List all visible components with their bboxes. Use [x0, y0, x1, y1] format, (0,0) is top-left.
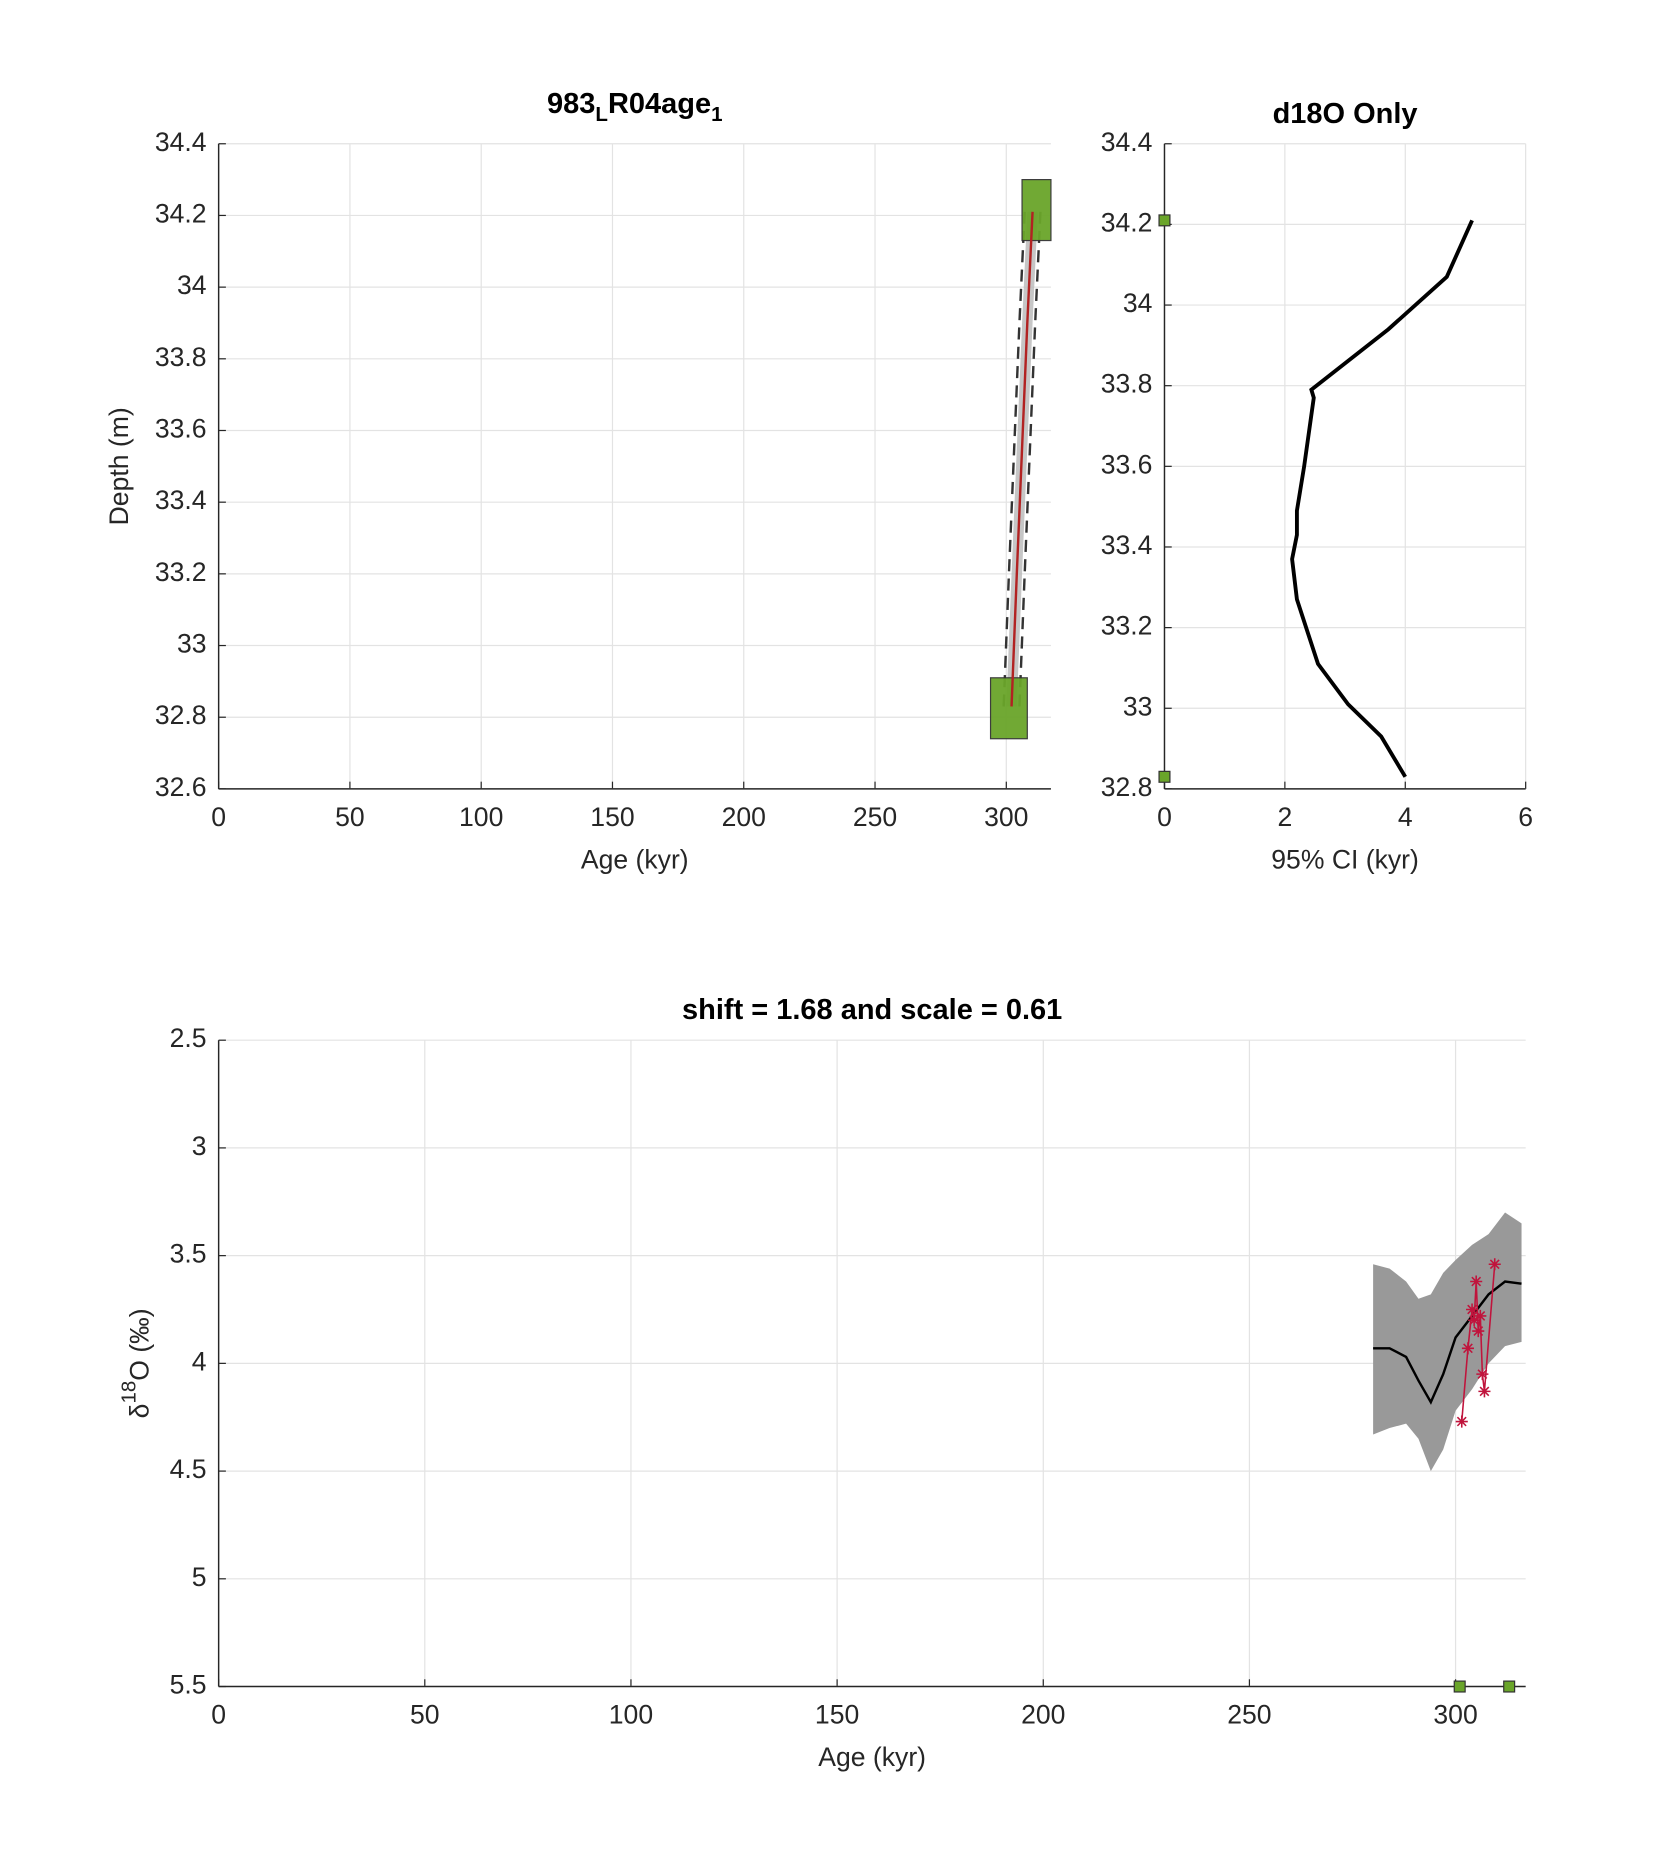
x-tick-label: 0: [211, 1700, 226, 1730]
x-axis-label: Age (kyr): [581, 844, 689, 874]
marker: [1158, 770, 1171, 783]
series-line: [1290, 219, 1474, 778]
y-tick-label: 5.5: [170, 1670, 207, 1700]
x-tick-label: 200: [722, 802, 766, 832]
y-tick-label: 2.5: [170, 1023, 207, 1053]
data-point: [1478, 1385, 1491, 1398]
x-tick-label: 50: [335, 802, 365, 832]
y-tick-label: 5: [192, 1562, 207, 1592]
y-tick-label: 4: [192, 1346, 207, 1376]
x-tick-label: 100: [459, 802, 503, 832]
x-tick-label: 200: [1021, 1700, 1065, 1730]
marker: [1158, 214, 1171, 227]
text-part: 18: [118, 1381, 141, 1404]
y-tick-label: 34.2: [155, 198, 207, 228]
chart-title: 983LR04age1: [547, 88, 722, 127]
marker: [1453, 1680, 1466, 1693]
y-tick-label: 4.5: [170, 1454, 207, 1484]
series-line: [1460, 1264, 1496, 1422]
y-tick-label: 33: [177, 629, 207, 659]
x-tick-label: 6: [1518, 802, 1533, 832]
data-point: [1474, 1309, 1487, 1323]
y-tick-label: 34.4: [155, 127, 207, 157]
x-tick-label: 100: [609, 1700, 653, 1730]
y-tick-label: 34.2: [1101, 207, 1153, 237]
y-tick-label: 32.6: [155, 772, 207, 802]
data-point: [1470, 1275, 1483, 1288]
tie-point-box: [989, 677, 1028, 740]
y-tick-label: 33.6: [155, 414, 207, 444]
text-part: d18O Only: [1273, 97, 1418, 129]
x-tick-label: 250: [853, 802, 897, 832]
y-axis-label: Depth (m): [104, 407, 134, 525]
tie-point-box: [1021, 179, 1052, 242]
y-tick-label: 34: [1123, 288, 1153, 318]
x-tick-label: 4: [1398, 802, 1413, 832]
data-point: [1455, 1415, 1468, 1428]
y-tick-label: 33.8: [1101, 369, 1153, 399]
x-tick-label: 150: [815, 1700, 859, 1730]
text-part: L: [595, 103, 608, 126]
text-part: 983: [547, 88, 595, 120]
y-tick-label: 33.8: [155, 342, 207, 372]
x-tick-label: 300: [1433, 1700, 1477, 1730]
text-part: 1: [711, 103, 722, 126]
data-point: [1461, 1342, 1474, 1355]
y-tick-label: 3: [192, 1131, 207, 1161]
text-part: δ: [124, 1404, 154, 1419]
y-tick-label: 34: [177, 270, 207, 300]
uncertainty-band: [1373, 1212, 1522, 1472]
data-point: [1468, 1314, 1481, 1327]
x-axis-label: Age (kyr): [818, 1742, 926, 1772]
chart-title: d18O Only: [1273, 97, 1418, 129]
x-tick-label: 0: [211, 802, 226, 832]
data-point: [1488, 1258, 1501, 1271]
y-axis-label: δ18O (‰): [118, 1308, 154, 1418]
y-tick-label: 33.2: [155, 557, 207, 587]
marker: [1503, 1680, 1516, 1693]
text-part: shift = 1.68 and scale = 0.61: [682, 994, 1062, 1026]
x-tick-label: 2: [1277, 802, 1292, 832]
y-tick-label: 32.8: [1101, 772, 1153, 802]
series-line: [1010, 211, 1034, 707]
x-tick-label: 0: [1157, 802, 1172, 832]
x-tick-label: 150: [590, 802, 634, 832]
y-tick-label: 33.4: [1101, 530, 1153, 560]
y-tick-label: 34.4: [1101, 127, 1153, 157]
x-axis-label: 95% CI (kyr): [1271, 844, 1419, 874]
data-point: [1476, 1368, 1489, 1381]
chart-title: shift = 1.68 and scale = 0.61: [682, 994, 1062, 1026]
y-tick-label: 33.4: [155, 485, 207, 515]
x-tick-label: 300: [984, 802, 1028, 832]
y-tick-label: 32.8: [155, 700, 207, 730]
y-tick-label: 33.6: [1101, 449, 1153, 479]
data-point: [1466, 1303, 1479, 1316]
data-point: [1472, 1325, 1485, 1338]
text-part: O (‰): [124, 1308, 154, 1380]
y-tick-label: 33.2: [1101, 611, 1153, 641]
series-line: [1002, 211, 1026, 707]
y-tick-label: 3.5: [170, 1239, 207, 1269]
series-line: [1018, 211, 1042, 707]
x-tick-label: 50: [410, 1700, 440, 1730]
y-tick-label: 33: [1123, 691, 1153, 721]
series-line: [1373, 1280, 1522, 1405]
text-part: R04age: [608, 88, 711, 120]
x-tick-label: 250: [1227, 1700, 1271, 1730]
